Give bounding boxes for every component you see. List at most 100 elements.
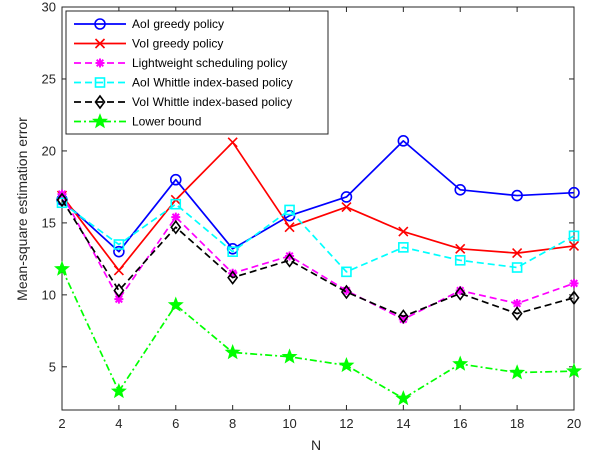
x-axis-label: N [311, 437, 321, 453]
x-tick-label: 20 [567, 416, 581, 431]
series-line [61, 141, 575, 272]
data-point [285, 251, 295, 261]
data-point [398, 314, 408, 324]
series-6 [54, 260, 582, 406]
data-point [511, 262, 523, 273]
legend-box [65, 10, 329, 135]
data-point [224, 344, 241, 360]
data-point [227, 137, 238, 148]
data-point [566, 362, 582, 378]
data-point [568, 230, 580, 242]
data-point [114, 294, 124, 304]
data-point [169, 173, 182, 186]
x-tick-label: 12 [339, 416, 353, 431]
data-point [395, 390, 412, 406]
data-point [455, 243, 466, 254]
data-point [338, 356, 355, 373]
data-point [284, 252, 296, 268]
series-1 [56, 135, 580, 258]
data-point [398, 242, 409, 253]
data-point [568, 186, 580, 199]
data-point [398, 226, 409, 237]
legend-marker [94, 94, 106, 110]
data-point [397, 309, 409, 324]
x-tick-label: 4 [115, 416, 122, 431]
series-line [61, 140, 575, 253]
data-point [569, 278, 579, 288]
x-tick-label: 10 [282, 416, 296, 431]
data-point [113, 283, 125, 298]
data-point [110, 382, 127, 399]
legend-label: Lightweight scheduling policy [132, 56, 287, 70]
legend-label: VoI greedy policy [132, 37, 223, 51]
data-point [512, 298, 522, 308]
data-point [171, 212, 181, 222]
legend-label: AoI greedy policy [132, 17, 224, 31]
x-tick-label: 6 [172, 416, 179, 431]
data-point [509, 364, 526, 380]
legend: AoI greedy policy VoI greedy policy Lightw… [65, 10, 329, 135]
y-tick-label: 30 [42, 0, 56, 15]
data-point [455, 286, 465, 296]
legend-marker [94, 77, 106, 88]
data-point [170, 198, 182, 210]
data-point [340, 284, 352, 300]
data-point [113, 245, 125, 258]
axes: 2 4 6 8 10 12 14 16 18 20 5 10 15 20 25 30 [42, 0, 582, 431]
x-tick-label: 8 [229, 416, 236, 431]
series-line [61, 199, 575, 318]
series-4 [56, 197, 580, 278]
data-point [511, 189, 523, 202]
data-point [341, 201, 352, 213]
data-point [452, 355, 469, 371]
data-point [397, 135, 410, 147]
legend-marker [92, 113, 108, 129]
data-point [281, 348, 298, 364]
y-tick-label: 10 [42, 287, 56, 302]
legend-marker [94, 18, 106, 30]
data-point [284, 204, 295, 216]
data-point [340, 191, 353, 203]
data-point [227, 246, 238, 257]
y-axis-label: Mean-square estimation error [14, 117, 30, 301]
series-5 [56, 192, 580, 324]
data-point [54, 260, 70, 276]
legend-label: AoI Whittle index-based policy [132, 76, 293, 90]
legend-label: Lower bound [132, 115, 201, 129]
data-point [56, 192, 68, 208]
legend-label: VoI Whittle index-based policy [132, 95, 292, 109]
data-point [454, 255, 466, 266]
x-tick-label: 16 [453, 416, 467, 431]
x-tick-label: 14 [396, 416, 410, 431]
data-point [56, 197, 68, 209]
data-point [568, 240, 580, 251]
y-tick-label: 20 [42, 143, 56, 158]
data-point [512, 248, 523, 259]
y-tick-label: 25 [42, 71, 56, 86]
data-point [167, 296, 184, 312]
axes-box [61, 6, 575, 411]
data-point [170, 219, 182, 235]
data-point [341, 286, 351, 296]
y-tick-label: 5 [49, 359, 56, 374]
x-tick-label: 18 [510, 416, 524, 431]
data-point [454, 286, 466, 301]
data-point [511, 306, 523, 321]
series-line [61, 202, 575, 273]
data-point [228, 268, 238, 278]
series-line [61, 268, 575, 400]
x-tick-label: 2 [58, 416, 65, 431]
plot-area [54, 135, 582, 406]
series-line [61, 193, 575, 321]
data-point [227, 270, 239, 285]
data-point [284, 222, 295, 233]
data-point [113, 265, 124, 276]
legend-marker [95, 58, 105, 68]
data-point [341, 266, 352, 278]
data-point [454, 183, 467, 196]
data-point [568, 290, 580, 306]
legend-marker [94, 38, 106, 49]
y-tick-label: 15 [42, 215, 56, 230]
data-point [113, 239, 125, 250]
